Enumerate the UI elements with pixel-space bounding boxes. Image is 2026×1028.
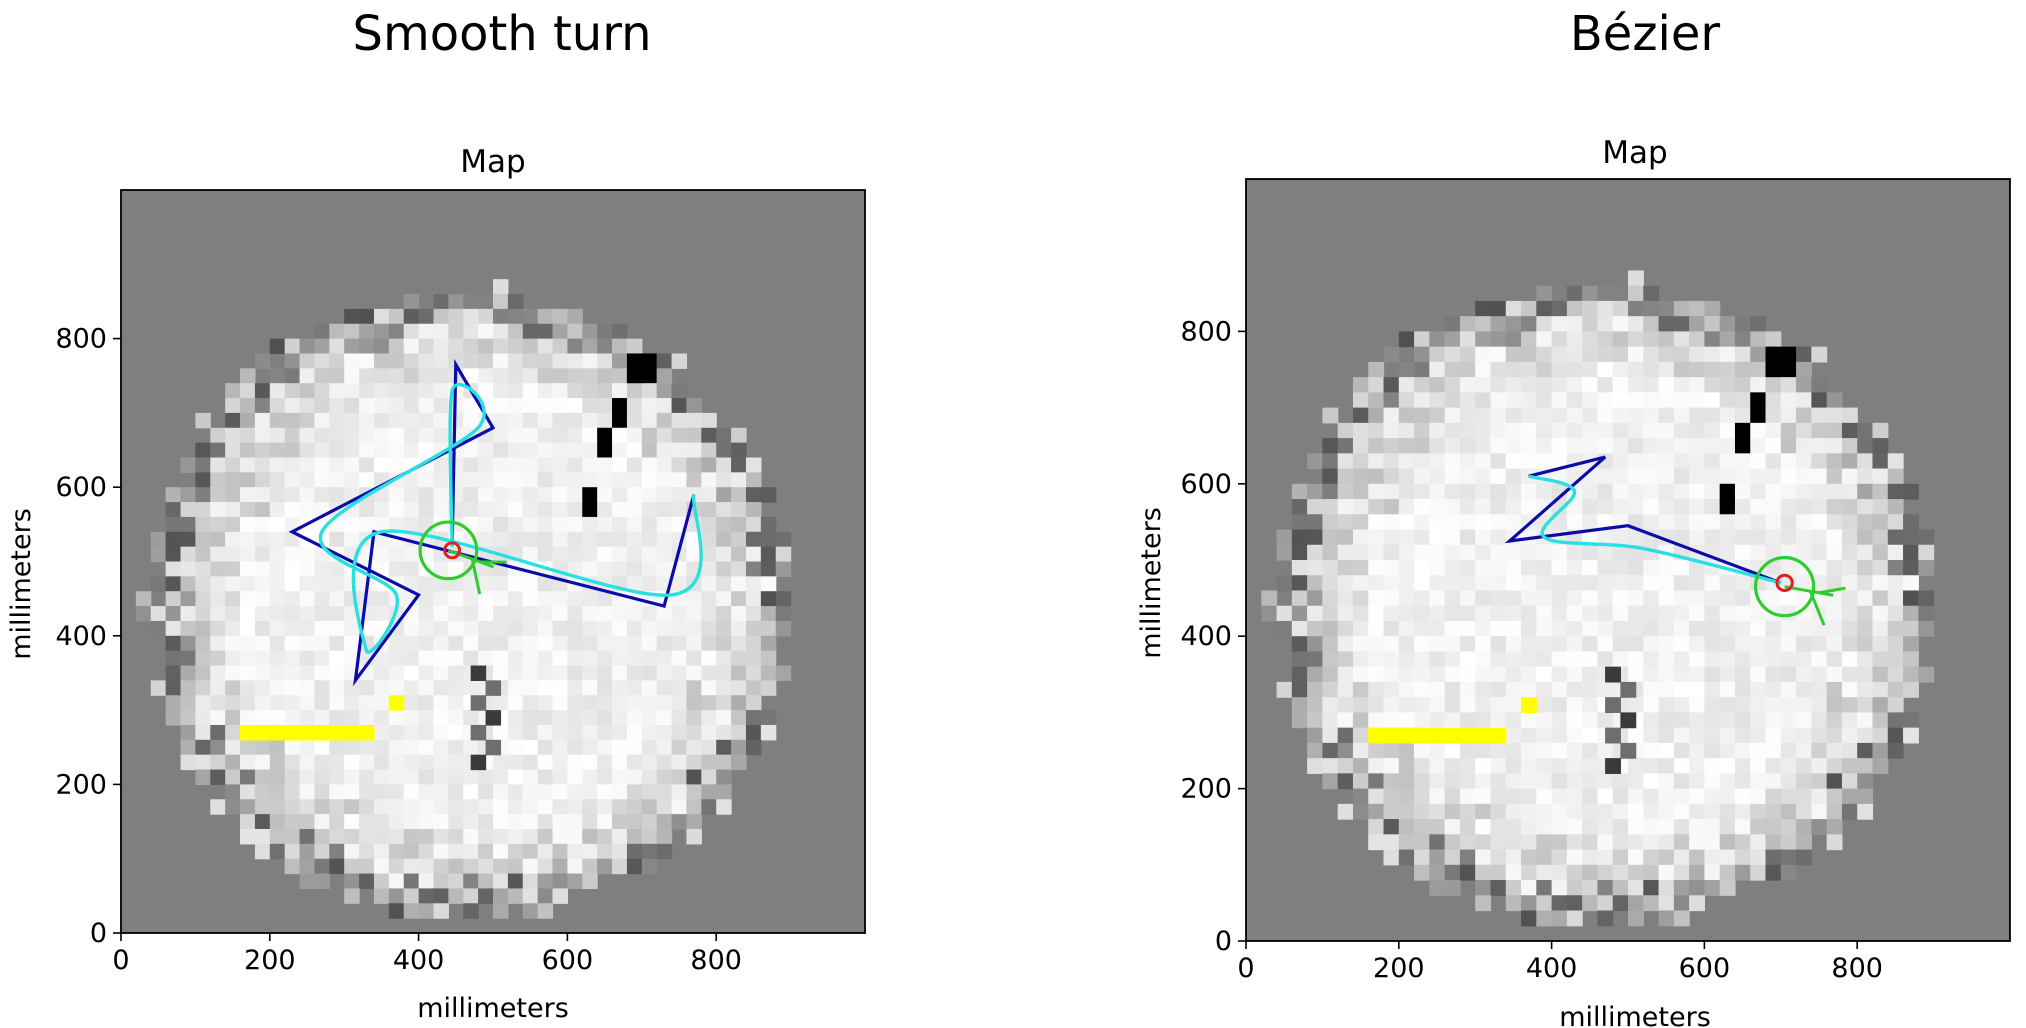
- robot-heading-line: [447, 548, 495, 569]
- free-cell: [1521, 697, 1537, 713]
- obstacle-cell: [1719, 483, 1735, 515]
- x-tick-label: 200: [1373, 953, 1425, 984]
- obstacle-cell: [1734, 422, 1751, 454]
- robot-whisker-line: [1818, 586, 1846, 595]
- panel-bezier: Bézier Map 0 200 400 600 800 0 200 400 600 800 mi…: [1136, 6, 2011, 1028]
- y-tick-label: 800: [1180, 316, 1232, 347]
- x-tick-label: 800: [1831, 953, 1883, 984]
- y-tick-label: 200: [55, 769, 107, 800]
- obstacle-cell: [582, 487, 598, 517]
- robot-whisker-line: [1808, 590, 1826, 626]
- free-region: [1368, 697, 1537, 744]
- obstacle-cell: [612, 398, 627, 428]
- map-title-left: Map: [460, 144, 525, 180]
- robot-heading-line: [1784, 585, 1834, 597]
- y-axis-label-left: millimeters: [6, 508, 37, 660]
- x-tick-label: 0: [112, 945, 129, 976]
- free-cell: [1368, 727, 1507, 744]
- x-axis-label-right: millimeters: [1559, 1002, 1711, 1028]
- free-cell: [240, 724, 375, 741]
- smoothed-path-line: [318, 383, 703, 654]
- obstacle-cell: [1765, 346, 1797, 378]
- obstacle-cell: [1750, 392, 1766, 423]
- robot-circle: [1753, 556, 1816, 618]
- obstacle-cell: [626, 353, 657, 384]
- y-tick-label: 800: [55, 324, 107, 355]
- planned-path-line: [1504, 455, 1782, 585]
- free-region: [240, 695, 405, 741]
- robot-circle: [418, 520, 479, 581]
- free-cell: [388, 695, 405, 711]
- smoothed-path-line: [1528, 474, 1782, 585]
- target-marker: [1775, 573, 1794, 592]
- axes-left: 0 200 400 600 800 0 200 400 600 800: [55, 189, 866, 976]
- y-axis-label-right: millimeters: [1136, 507, 1167, 659]
- y-tick-label: 0: [90, 918, 107, 949]
- x-tick-label: 600: [542, 945, 594, 976]
- target-marker: [443, 541, 462, 560]
- y-tick-label: 200: [1180, 774, 1232, 805]
- y-tick-label: 400: [55, 621, 107, 652]
- panel-title-bezier: Bézier: [1570, 6, 1721, 62]
- y-tick-label: 0: [1215, 926, 1232, 957]
- x-tick-label: 800: [690, 945, 742, 976]
- plot-frame: [1245, 178, 2011, 942]
- x-tick-label: 200: [244, 945, 296, 976]
- map-title-right: Map: [1602, 135, 1667, 171]
- axes-right: 0 200 400 600 800 0 200 400 600 800: [1180, 178, 2011, 984]
- x-axis-label-left: millimeters: [417, 993, 569, 1024]
- panel-title-smooth-turn: Smooth turn: [352, 6, 651, 62]
- obstacle-cell: [597, 427, 613, 458]
- y-tick-label: 400: [1180, 621, 1232, 652]
- plot-area-left: [121, 190, 865, 933]
- plot-frame: [120, 189, 866, 934]
- plot-area-right: [1246, 179, 2010, 941]
- x-tick-label: 600: [1679, 953, 1731, 984]
- robot-whisker-line: [470, 558, 482, 595]
- grayscale-map-texture: [135, 279, 792, 919]
- x-tick-label: 400: [1526, 953, 1578, 984]
- x-tick-label: 400: [393, 945, 445, 976]
- y-tick-label: 600: [55, 472, 107, 503]
- x-tick-label: 0: [1237, 953, 1254, 984]
- y-tick-label: 600: [1180, 469, 1232, 500]
- panel-smooth-turn: Smooth turn Map 0 200 400 600 800 0 200 400 600 8…: [6, 6, 866, 1024]
